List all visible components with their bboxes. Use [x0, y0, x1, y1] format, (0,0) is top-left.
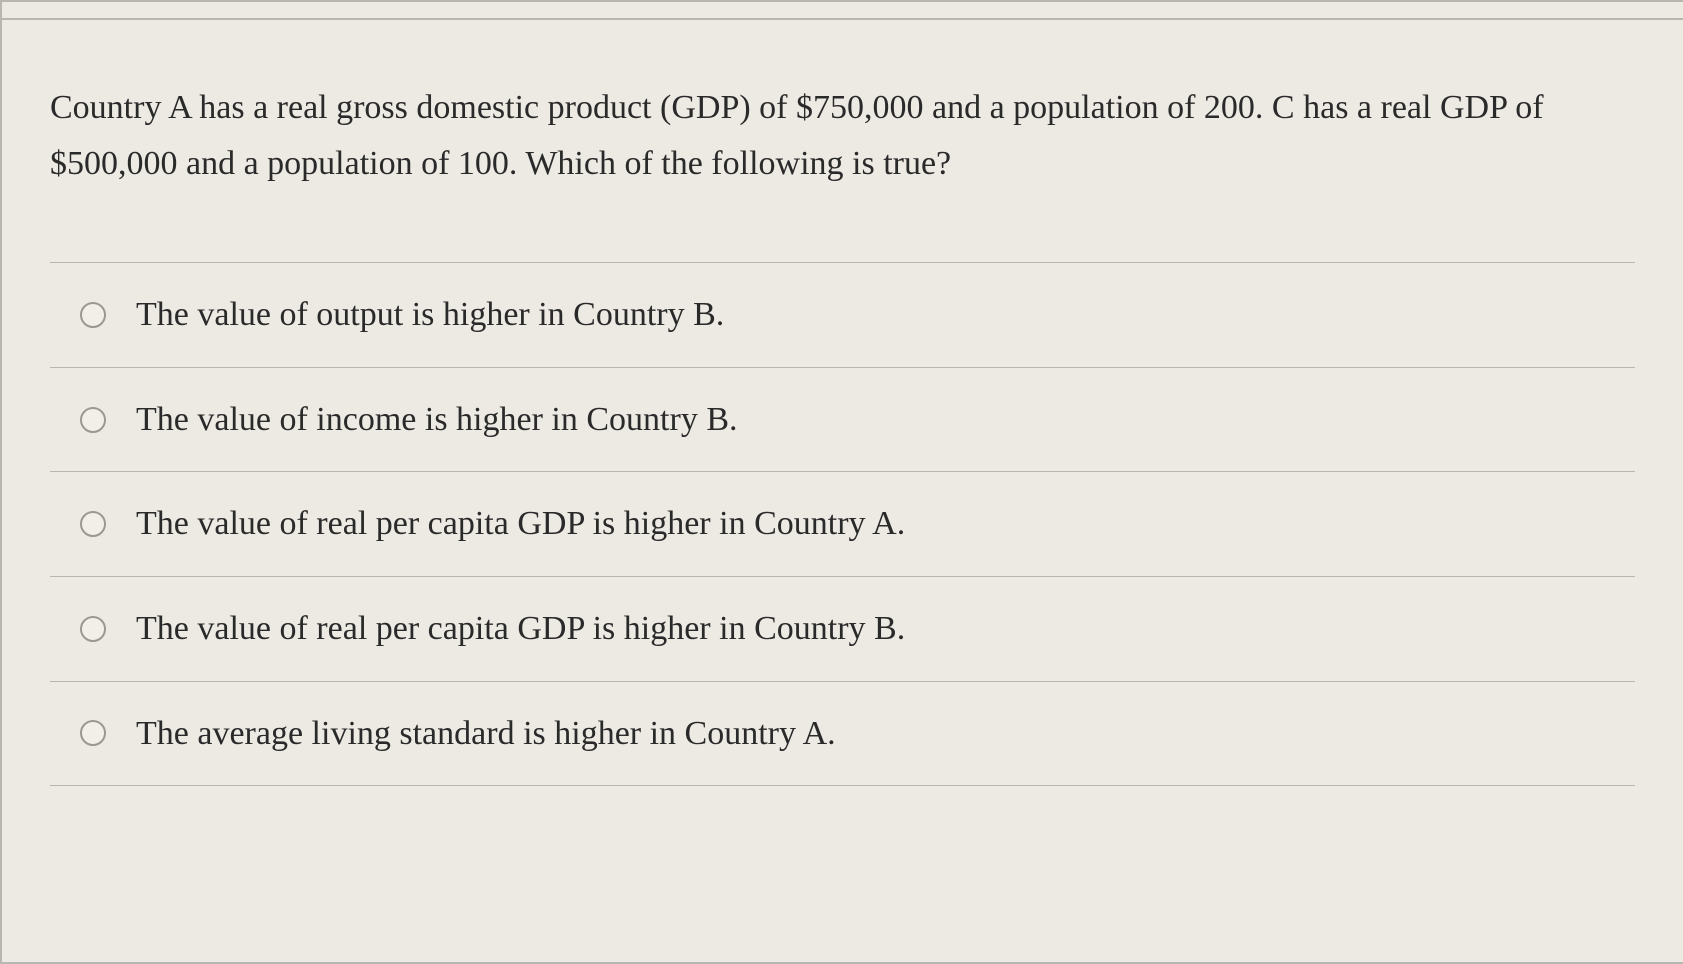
- option-row[interactable]: The value of real per capita GDP is high…: [50, 471, 1635, 576]
- radio-button[interactable]: [80, 302, 106, 328]
- option-row[interactable]: The value of income is higher in Country…: [50, 367, 1635, 472]
- radio-button[interactable]: [80, 511, 106, 537]
- radio-button[interactable]: [80, 407, 106, 433]
- option-row[interactable]: The average living standard is higher in…: [50, 681, 1635, 787]
- radio-button[interactable]: [80, 616, 106, 642]
- option-label: The value of real per capita GDP is high…: [136, 500, 905, 548]
- option-label: The value of income is higher in Country…: [136, 396, 738, 444]
- radio-button[interactable]: [80, 720, 106, 746]
- option-label: The value of real per capita GDP is high…: [136, 605, 905, 653]
- top-border-spacer: [2, 2, 1683, 20]
- question-area: Country A has a real gross domestic prod…: [2, 20, 1683, 262]
- option-row[interactable]: The value of output is higher in Country…: [50, 262, 1635, 367]
- question-text: Country A has a real gross domestic prod…: [50, 80, 1635, 192]
- option-row[interactable]: The value of real per capita GDP is high…: [50, 576, 1635, 681]
- options-list: The value of output is higher in Country…: [2, 262, 1683, 962]
- option-label: The average living standard is higher in…: [136, 710, 836, 758]
- option-label: The value of output is higher in Country…: [136, 291, 724, 339]
- quiz-container: Country A has a real gross domestic prod…: [0, 0, 1683, 964]
